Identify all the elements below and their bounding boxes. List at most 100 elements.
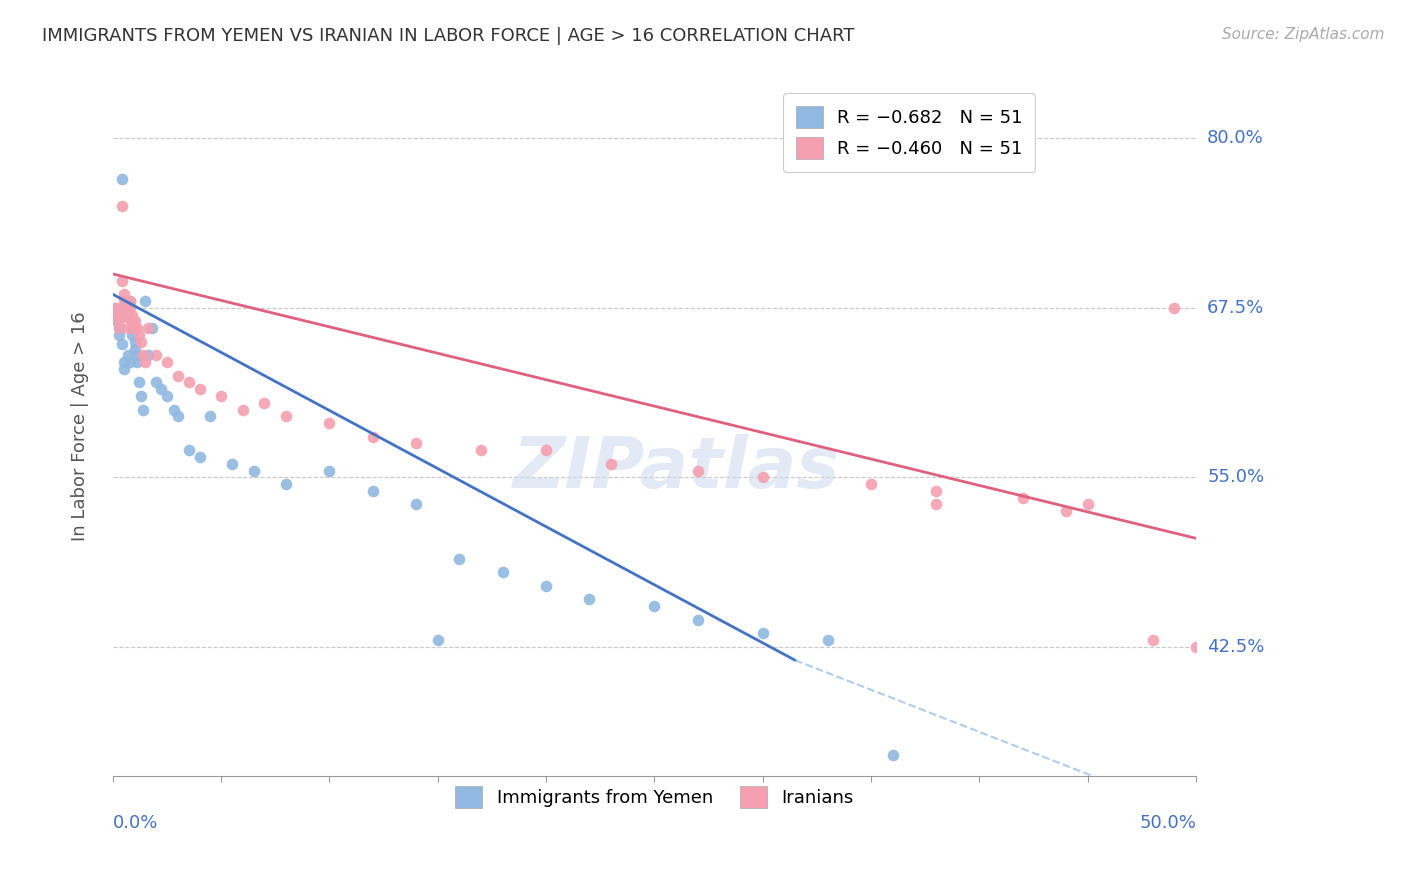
- Text: 42.5%: 42.5%: [1208, 638, 1264, 656]
- Point: [1011, 491, 1033, 505]
- Point: [817, 632, 839, 647]
- Point: [108, 314, 131, 328]
- Point: [686, 463, 709, 477]
- Point: [361, 483, 384, 498]
- Point: [110, 199, 132, 213]
- Point: [1077, 497, 1099, 511]
- Point: [1054, 504, 1077, 518]
- Point: [129, 334, 152, 349]
- Point: [128, 328, 150, 343]
- Point: [117, 348, 139, 362]
- Point: [925, 483, 948, 498]
- Point: [177, 376, 200, 390]
- Point: [105, 308, 128, 322]
- Point: [115, 305, 138, 319]
- Point: [426, 632, 449, 647]
- Point: [145, 376, 167, 390]
- Y-axis label: In Labor Force | Age > 16: In Labor Force | Age > 16: [72, 311, 89, 541]
- Text: 67.5%: 67.5%: [1208, 299, 1264, 317]
- Point: [110, 337, 132, 351]
- Point: [534, 579, 557, 593]
- Point: [318, 463, 340, 477]
- Point: [1163, 301, 1185, 315]
- Point: [120, 355, 142, 369]
- Point: [276, 409, 298, 424]
- Point: [124, 334, 146, 349]
- Point: [129, 389, 152, 403]
- Point: [361, 430, 384, 444]
- Text: 55.0%: 55.0%: [1208, 468, 1264, 486]
- Point: [108, 321, 131, 335]
- Point: [121, 314, 143, 328]
- Point: [253, 396, 276, 410]
- Point: [751, 626, 773, 640]
- Point: [128, 376, 150, 390]
- Point: [125, 321, 148, 335]
- Point: [166, 368, 188, 383]
- Point: [643, 599, 665, 613]
- Point: [145, 348, 167, 362]
- Point: [860, 477, 883, 491]
- Point: [162, 402, 184, 417]
- Point: [110, 274, 132, 288]
- Point: [578, 592, 600, 607]
- Point: [105, 305, 128, 319]
- Point: [134, 294, 156, 309]
- Point: [925, 497, 948, 511]
- Point: [882, 748, 904, 763]
- Point: [108, 321, 131, 335]
- Point: [242, 463, 264, 477]
- Point: [104, 301, 127, 315]
- Point: [149, 382, 172, 396]
- Point: [232, 402, 254, 417]
- Point: [1185, 640, 1208, 654]
- Point: [221, 457, 243, 471]
- Point: [121, 328, 143, 343]
- Text: IMMIGRANTS FROM YEMEN VS IRANIAN IN LABOR FORCE | AGE > 16 CORRELATION CHART: IMMIGRANTS FROM YEMEN VS IRANIAN IN LABO…: [42, 27, 855, 45]
- Point: [115, 297, 138, 311]
- Point: [112, 294, 135, 309]
- Text: 0.0%: 0.0%: [112, 814, 159, 832]
- Text: 50.0%: 50.0%: [1139, 814, 1197, 832]
- Point: [188, 450, 211, 464]
- Point: [124, 342, 146, 356]
- Point: [686, 613, 709, 627]
- Point: [124, 314, 146, 328]
- Point: [112, 287, 135, 301]
- Point: [134, 355, 156, 369]
- Point: [120, 294, 142, 309]
- Point: [125, 348, 148, 362]
- Point: [115, 305, 138, 319]
- Point: [125, 355, 148, 369]
- Point: [110, 172, 132, 186]
- Point: [1142, 632, 1164, 647]
- Point: [124, 321, 146, 335]
- Point: [117, 310, 139, 325]
- Point: [120, 294, 142, 309]
- Point: [115, 297, 138, 311]
- Point: [188, 382, 211, 396]
- Point: [449, 551, 471, 566]
- Point: [166, 409, 188, 424]
- Text: Source: ZipAtlas.com: Source: ZipAtlas.com: [1222, 27, 1385, 42]
- Point: [121, 321, 143, 335]
- Point: [751, 470, 773, 484]
- Point: [112, 355, 135, 369]
- Point: [104, 301, 127, 315]
- Point: [121, 308, 143, 322]
- Point: [105, 314, 128, 328]
- Point: [600, 457, 623, 471]
- Point: [177, 443, 200, 458]
- Legend: Immigrants from Yemen, Iranians: Immigrants from Yemen, Iranians: [449, 779, 860, 815]
- Point: [117, 321, 139, 335]
- Text: ZIPatlas: ZIPatlas: [512, 434, 839, 503]
- Point: [405, 497, 427, 511]
- Point: [156, 355, 179, 369]
- Point: [136, 321, 159, 335]
- Point: [117, 310, 139, 325]
- Point: [141, 321, 163, 335]
- Point: [318, 416, 340, 430]
- Point: [405, 436, 427, 450]
- Point: [112, 362, 135, 376]
- Point: [156, 389, 179, 403]
